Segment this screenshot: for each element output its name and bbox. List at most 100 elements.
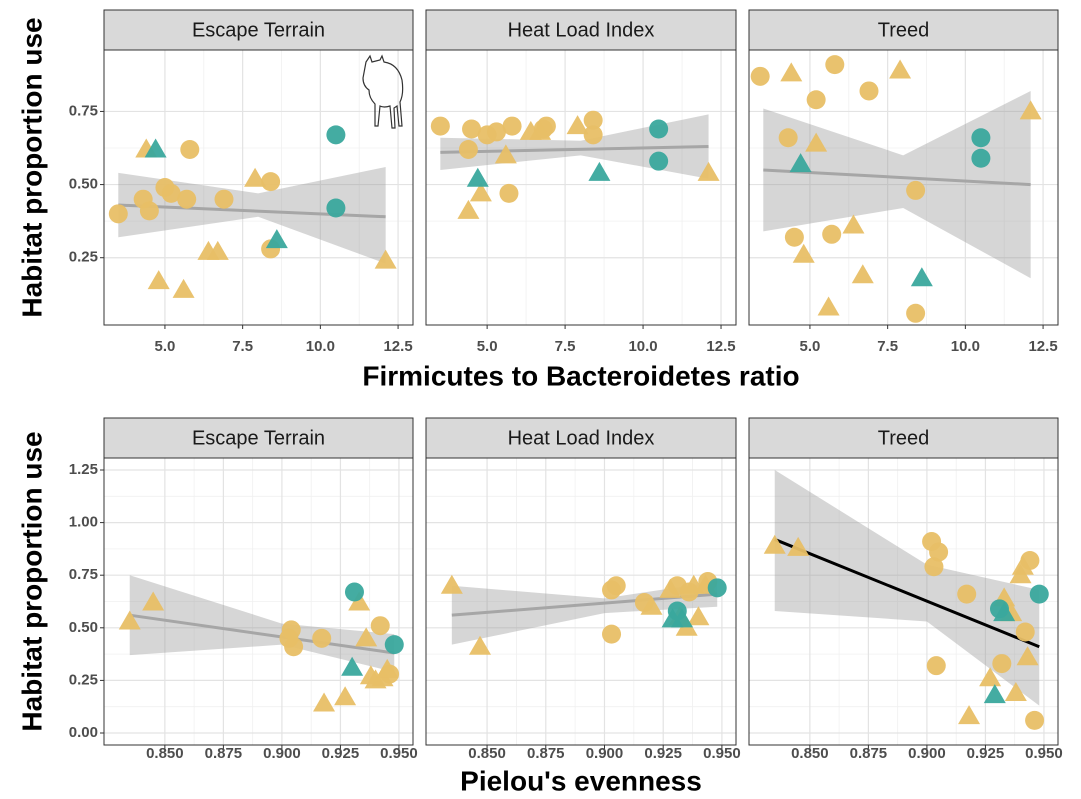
circle-point — [924, 557, 944, 577]
x-tick-label: 12.5 — [1028, 338, 1057, 355]
circle-point — [957, 584, 977, 604]
x-tick-label: 0.850 — [146, 745, 184, 762]
circle-point — [214, 189, 234, 209]
x-tick-label: 12.5 — [383, 338, 412, 355]
panel: Treed 0.850 0.875 0.900 0.925 0.950 — [748, 417, 1063, 762]
x-tick-label: 0.950 — [380, 745, 418, 762]
strip-title: Heat Load Index — [508, 19, 655, 41]
x-tick-label: 10.0 — [951, 338, 980, 355]
circle-point — [825, 55, 845, 75]
panel-border — [103, 49, 414, 326]
circle-point — [784, 227, 804, 247]
panel-border — [103, 457, 414, 746]
circle-point — [822, 224, 842, 244]
x-tick-label: 0.950 — [1025, 745, 1063, 762]
triangle-point — [313, 692, 336, 712]
panel: Heat Load Index 5.0 7.5 10.0 12.5 — [425, 9, 737, 355]
circle-point — [649, 119, 669, 139]
y-tick-label: 0.25 — [69, 249, 98, 266]
circle-point — [139, 201, 159, 221]
triangle-point — [763, 534, 786, 554]
triangle-point — [805, 132, 828, 152]
circle-point — [108, 204, 128, 224]
circle-point — [161, 183, 181, 203]
triangle-point — [670, 608, 693, 628]
strip-title: Treed — [878, 427, 930, 449]
fit-line — [774, 538, 1040, 649]
triangle-point — [374, 249, 397, 269]
circle-point — [486, 122, 506, 142]
triangle-point — [566, 115, 589, 135]
panel-border — [425, 457, 737, 746]
x-tick-label: 0.925 — [967, 745, 1005, 762]
circle-point — [326, 198, 346, 218]
triangle-point — [457, 199, 480, 219]
x-tick-label: 5.0 — [154, 338, 175, 355]
x-tick-label: 0.900 — [586, 745, 624, 762]
x-tick-label: 0.925 — [322, 745, 360, 762]
y-tick-label: 0.00 — [69, 724, 98, 741]
triangle-point — [983, 684, 1006, 704]
circle-point — [1025, 710, 1045, 730]
triangle-point — [889, 59, 912, 79]
x-tick-label: 0.875 — [850, 745, 888, 762]
x-tick-label: 0.900 — [908, 745, 946, 762]
y-axis-title: Habitat proportion use — [16, 431, 47, 731]
confidence-band — [129, 575, 395, 672]
triangle-point — [842, 214, 865, 234]
triangle-point — [1016, 646, 1039, 666]
x-tick-label: 7.5 — [232, 338, 253, 355]
circle-point — [649, 151, 669, 171]
x-tick-label: 0.850 — [791, 745, 829, 762]
circle-point — [384, 635, 404, 655]
circle-point — [502, 116, 522, 136]
x-tick-label: 7.5 — [877, 338, 898, 355]
circle-point — [499, 183, 519, 203]
circle-point — [906, 180, 926, 200]
x-tick-label: 0.925 — [644, 745, 682, 762]
triangle-point — [440, 574, 463, 594]
triangle-point — [142, 591, 165, 611]
circle-point — [583, 125, 603, 145]
y-tick-label: 0.50 — [69, 176, 98, 193]
triangle-point — [147, 270, 170, 290]
fit-line — [763, 168, 1031, 187]
triangle-point — [265, 229, 288, 249]
circle-point — [326, 125, 346, 145]
x-tick-label: 0.875 — [205, 745, 243, 762]
triangle-point — [244, 167, 267, 187]
circle-point — [430, 116, 450, 136]
triangle-point — [792, 243, 815, 263]
strip-title: Escape Terrain — [192, 19, 325, 41]
circle-point — [583, 110, 603, 130]
strip — [425, 417, 737, 459]
triangle-point — [348, 591, 371, 611]
circle-point — [859, 81, 879, 101]
fit-line — [440, 145, 709, 154]
triangle-point — [789, 153, 812, 173]
triangle-point — [469, 635, 492, 655]
circle-point — [344, 582, 364, 602]
triangle-point — [979, 667, 1002, 687]
triangle-point — [1004, 682, 1027, 702]
circle-point — [370, 616, 390, 636]
strip-title: Heat Load Index — [508, 427, 655, 449]
x-tick-label: 12.5 — [706, 338, 735, 355]
circle-point — [906, 303, 926, 323]
x-tick-label: 0.875 — [527, 745, 565, 762]
circle-point — [602, 624, 622, 644]
triangle-point — [118, 610, 141, 630]
circle-point — [707, 578, 727, 598]
x-axis-title: Pielou's evenness — [460, 765, 702, 796]
triangle-point — [172, 278, 195, 298]
triangle-point — [640, 595, 663, 615]
triangle-point — [469, 182, 492, 202]
y-tick-label: 1.25 — [69, 461, 98, 478]
panel-border — [748, 457, 1059, 746]
triangle-point — [851, 264, 874, 284]
strip — [103, 9, 414, 51]
triangle-point — [1011, 555, 1034, 575]
triangle-point — [334, 686, 357, 706]
strip — [748, 9, 1059, 51]
